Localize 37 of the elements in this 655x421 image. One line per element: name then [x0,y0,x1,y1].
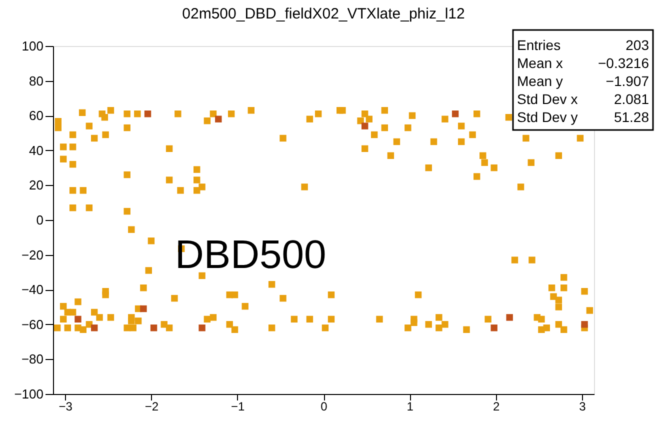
y-tick-label: 100 [22,38,44,54]
point [140,305,147,312]
y-tick-label: 0 [36,212,44,228]
point [452,110,459,118]
y-tick-label: −20 [21,247,44,262]
point [90,324,98,332]
point [361,122,368,130]
point [74,316,82,323]
y-tick-label: 40 [29,142,44,158]
y-tick-label: −60 [21,316,44,332]
y-tick-label: 80 [29,73,44,88]
text: Entries 203 [517,37,649,53]
point [581,321,588,328]
text: Mean x −0.3216 [517,55,649,71]
point [490,324,498,332]
point [144,110,152,118]
text: Std Dev x 2.081 [517,91,649,107]
text: Mean y −1.907 [517,73,649,89]
x-tick-label: 2 [492,400,500,414]
point [506,314,513,321]
x-tick-label: −3 [58,400,73,414]
annotation: DBD500 [175,233,326,277]
y-tick-label: −80 [21,352,44,367]
x-tick-label: 0 [320,400,328,414]
y-tick-label: 20 [29,178,44,193]
point [215,116,222,122]
x-tick-label: 3 [579,400,586,414]
point [198,324,206,332]
chart-title: 02m500_DBD_fieldX02_VTXlate_phiz_l12 [182,5,465,22]
x-tick-label: −1 [231,400,246,414]
text: Std Dev y 51.28 [517,109,649,125]
point [150,324,158,332]
y-tick-label: 60 [29,108,44,124]
y-tick-label: −40 [21,282,44,298]
y-tick-label: −100 [14,386,44,402]
x-tick-label: 1 [406,400,414,414]
x-tick-label: −2 [144,400,159,414]
